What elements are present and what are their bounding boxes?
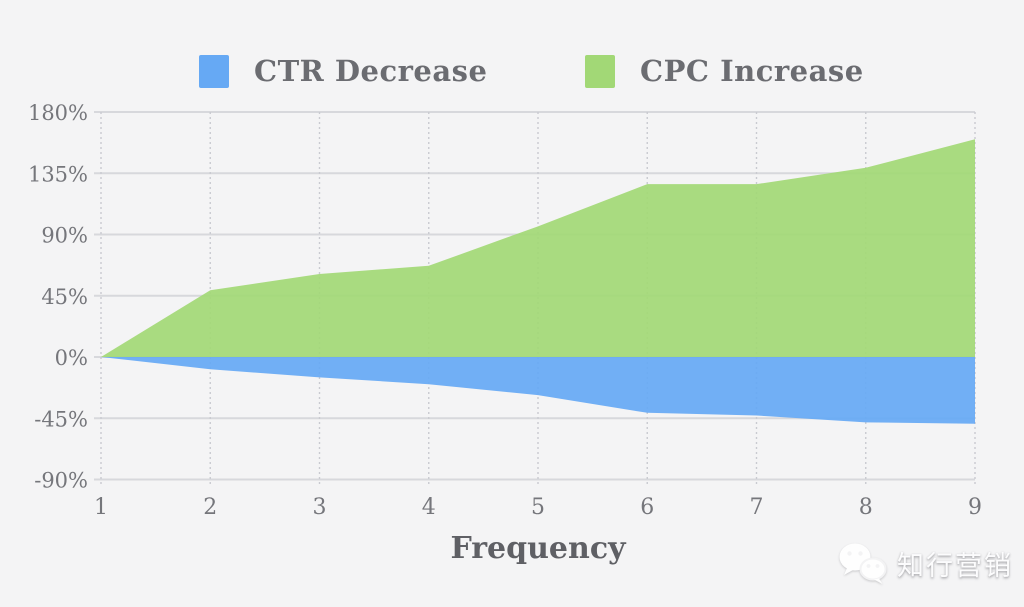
y-tick-label: 0% <box>55 346 88 370</box>
y-tick-label: 90% <box>41 224 88 248</box>
watermark-text: 知行营销 <box>897 550 1013 581</box>
y-tick-label: -90% <box>34 469 88 493</box>
x-tick-label: 9 <box>968 495 982 520</box>
x-tick-label: 8 <box>859 495 873 520</box>
watermark: 知行营销 <box>836 540 1013 586</box>
x-tick-label: 2 <box>203 495 217 520</box>
legend-item-cpc-increase: CPC Increase <box>585 54 864 88</box>
y-tick-label: -45% <box>34 407 88 431</box>
y-tick-label: 45% <box>41 285 88 309</box>
ctr-decrease-swatch <box>199 54 229 88</box>
x-tick-label: 4 <box>422 495 436 520</box>
legend-item-ctr-decrease: CTR Decrease <box>199 54 487 88</box>
area-series-cpc-increase <box>101 139 975 357</box>
legend-label-cpc-increase: CPC Increase <box>640 54 864 88</box>
area-series-ctr-decrease <box>101 357 975 424</box>
y-tick-label: 180% <box>28 101 88 125</box>
x-axis-title: Frequency <box>450 531 626 566</box>
y-tick-label: 135% <box>28 162 88 186</box>
legend-label-ctr-decrease: CTR Decrease <box>254 54 488 88</box>
x-tick-label: 5 <box>531 495 545 520</box>
x-tick-label: 3 <box>313 495 327 520</box>
x-tick-label: 1 <box>94 495 108 520</box>
x-tick-label: 6 <box>640 495 654 520</box>
cpc-increase-swatch <box>585 54 615 88</box>
wechat-icon <box>839 543 887 584</box>
x-tick-label: 7 <box>750 495 764 520</box>
